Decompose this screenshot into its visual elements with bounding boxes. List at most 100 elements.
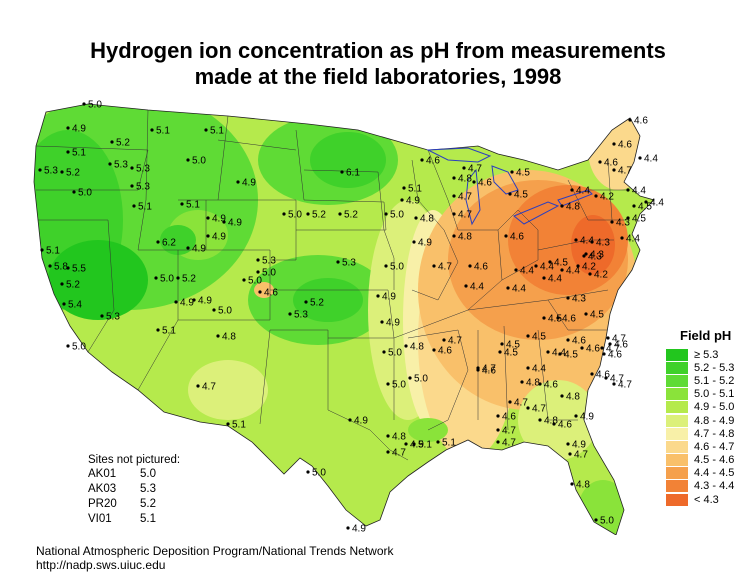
site-marker: 4.6: [432, 346, 452, 357]
not-pictured-site: PR20 5.2: [88, 497, 180, 512]
site-ph-label: 4.9: [198, 296, 212, 307]
site-dot: [412, 442, 416, 446]
site-dot: [498, 350, 502, 354]
legend-label: 4.8 - 4.9: [694, 414, 735, 427]
site-marker: 5.3: [336, 258, 356, 269]
site-ph-label: 4.9: [72, 124, 86, 135]
site-marker: 4.9: [174, 298, 194, 309]
site-marker: 5.0: [66, 342, 86, 353]
site-ph-label: 5.1: [162, 326, 176, 337]
site-dot: [600, 346, 604, 350]
site-dot: [60, 282, 64, 286]
site-ph-label: 4.9: [572, 440, 586, 451]
site-ph-label: 5.2: [66, 280, 80, 291]
site-marker: 5.2: [306, 210, 326, 221]
site-ph-label: 5.0: [160, 274, 174, 285]
site-marker: 4.6: [556, 314, 576, 325]
site-dot: [66, 126, 70, 130]
site-ph-label: 4.4: [512, 284, 526, 295]
site-ph-label: 4.2: [582, 262, 596, 273]
site-marker: 4.5: [508, 190, 528, 201]
site-dot: [196, 384, 200, 388]
site-dot: [508, 192, 512, 196]
site-ph-label: 5.3: [136, 182, 150, 193]
site-marker: 4.9: [236, 178, 256, 189]
site-dot: [400, 198, 404, 202]
legend-swatch: [666, 388, 688, 401]
site-marker: 4.9: [346, 524, 366, 535]
legend-swatch: [666, 480, 688, 493]
sites-not-pictured: Sites not pictured: AK01 5.0 AK03 5.3 PR20 5.…: [88, 454, 180, 527]
site-ph-label: 4.6: [264, 288, 278, 299]
site-dot: [304, 300, 308, 304]
site-ph-label: 4.3: [616, 218, 630, 229]
site-ph-label: 4.7: [458, 192, 472, 203]
site-ph-label: 4.5: [506, 340, 520, 351]
title-line-2: made at the field laboratories, 1998: [194, 64, 562, 89]
source-url: http://nadp.sws.uiuc.edu: [36, 558, 166, 572]
site-marker: 5.0: [408, 374, 428, 385]
site-marker: 4.7: [496, 426, 516, 437]
title-line-1: Hydrogen ion concentration as pH from me…: [90, 38, 666, 63]
site-dot: [256, 270, 260, 274]
site-marker: 4.5: [526, 332, 546, 343]
site-marker: 5.1: [66, 148, 86, 159]
site-ph-label: 5.8: [54, 262, 68, 273]
not-pictured-list: AK01 5.0 AK03 5.3 PR20 5.2 VI01 5.1: [88, 467, 180, 527]
source-footer: National Atmospheric Deposition Program/…: [36, 544, 394, 572]
site-marker: 5.5: [66, 264, 86, 275]
site-ph-label: 4.6: [474, 262, 488, 273]
legend-title: Field pH: [680, 328, 732, 343]
site-dot: [432, 264, 436, 268]
site-ph-label: 4.5: [632, 214, 646, 225]
site-ph-label: 4.6: [426, 156, 440, 167]
site-ph-label: 4.6: [544, 380, 558, 391]
site-ph-label: 4.5: [514, 190, 528, 201]
legend-label: 4.4 - 4.5: [694, 467, 735, 480]
site-marker: 4.7: [496, 438, 516, 449]
site-ph-label: 4.8: [392, 432, 406, 443]
map-title: Hydrogen ion concentration as pH from me…: [0, 38, 756, 90]
site-dot: [604, 376, 608, 380]
site-ph-label: 6.1: [346, 168, 360, 179]
site-ph-label: 4.7: [458, 210, 472, 221]
site-dot: [566, 442, 570, 446]
site-marker: 5.3: [100, 312, 120, 323]
site-dot: [40, 248, 44, 252]
ph-contour-field: [34, 104, 654, 535]
site-dot: [282, 212, 286, 216]
site-dot: [590, 240, 594, 244]
site-ph-label: 5.3: [294, 310, 308, 321]
site-ph-label: 5.2: [310, 298, 324, 309]
legend-item: 4.9 - 5.0: [666, 401, 750, 414]
site-dot: [546, 350, 550, 354]
site-dot: [526, 334, 530, 338]
site-marker: 5.0: [386, 380, 406, 391]
site-ph-label: 4.6: [608, 350, 622, 361]
site-marker: 5.3: [130, 164, 150, 175]
site-marker: 4.6: [504, 232, 524, 243]
site-marker: 4.7: [526, 404, 546, 415]
site-dot: [156, 328, 160, 332]
site-marker: 4.8: [570, 480, 590, 491]
site-marker: 5.0: [594, 516, 614, 527]
site-dot: [452, 234, 456, 238]
site-dot: [570, 482, 574, 486]
site-marker: 4.4: [574, 236, 594, 247]
site-ph-label: 4.7: [514, 398, 528, 409]
site-ph-label: 5.2: [344, 210, 358, 221]
site-marker: 4.8: [560, 392, 580, 403]
legend-item: 5.2 - 5.3: [666, 361, 750, 374]
site-ph-label: 5.0: [72, 342, 86, 353]
site-ph-label: 4.5: [516, 168, 530, 179]
site-marker: 5.3: [288, 310, 308, 321]
site-marker: 4.4: [514, 266, 534, 277]
site-ph-label: 5.0: [248, 276, 262, 287]
site-ph-label: 5.2: [66, 168, 80, 179]
legend-item: 4.4 - 4.5: [666, 467, 750, 480]
site-ph-label: 5.0: [88, 100, 102, 111]
site-marker: 4.5: [626, 214, 646, 225]
site-ph-label: 4.4: [650, 198, 664, 209]
site-marker: 5.0: [384, 210, 404, 221]
site-ph-label: 4.5: [504, 348, 518, 359]
